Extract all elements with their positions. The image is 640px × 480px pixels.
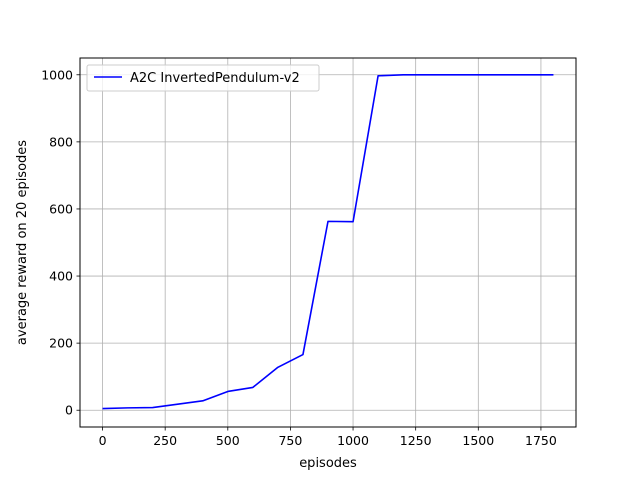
data-point	[227, 390, 229, 392]
x-tick-label: 250	[153, 433, 177, 448]
x-axis-label: episodes	[299, 456, 357, 471]
data-point	[402, 74, 404, 76]
data-point	[502, 74, 504, 76]
data-point	[352, 221, 354, 223]
x-tick-label: 500	[216, 433, 240, 448]
legend-label: A2C InvertedPendulum-v2	[130, 71, 300, 86]
data-point	[302, 353, 304, 355]
data-point	[377, 75, 379, 77]
data-point	[151, 406, 153, 408]
x-tick-label: 0	[99, 433, 107, 448]
y-tick-label: 400	[49, 269, 73, 284]
data-point	[477, 74, 479, 76]
data-point	[452, 74, 454, 76]
y-axis-label: average reward on 20 episodes	[15, 140, 30, 345]
y-tick-label: 200	[49, 336, 73, 351]
grid-layer	[80, 58, 576, 427]
legend: A2C InvertedPendulum-v2	[86, 64, 320, 92]
data-point	[277, 366, 279, 368]
data-point	[202, 400, 204, 402]
y-tick-label: 1000	[41, 67, 73, 82]
legend-box	[86, 64, 320, 92]
data-point	[101, 407, 103, 409]
x-tick-label: 1250	[400, 433, 432, 448]
data-point	[252, 386, 254, 388]
data-point	[327, 220, 329, 222]
ticks-layer: 0 250 500 750 1000 1250 1500 1750 0 200 400 600 800 1…	[41, 67, 557, 448]
plot-area-frame	[79, 57, 577, 428]
series-layer	[101, 73, 554, 410]
data-point	[427, 74, 429, 76]
data-point	[177, 403, 179, 405]
x-tick-label: 1000	[337, 433, 369, 448]
y-tick-label: 0	[65, 403, 73, 418]
data-point	[552, 74, 554, 76]
x-tick-label: 1750	[525, 433, 557, 448]
x-tick-label: 750	[278, 433, 302, 448]
y-tick-label: 800	[49, 134, 73, 149]
y-tick-label: 600	[49, 201, 73, 216]
data-point	[126, 407, 128, 409]
data-point	[527, 74, 529, 76]
x-tick-label: 1500	[462, 433, 494, 448]
series-line	[102, 73, 554, 410]
